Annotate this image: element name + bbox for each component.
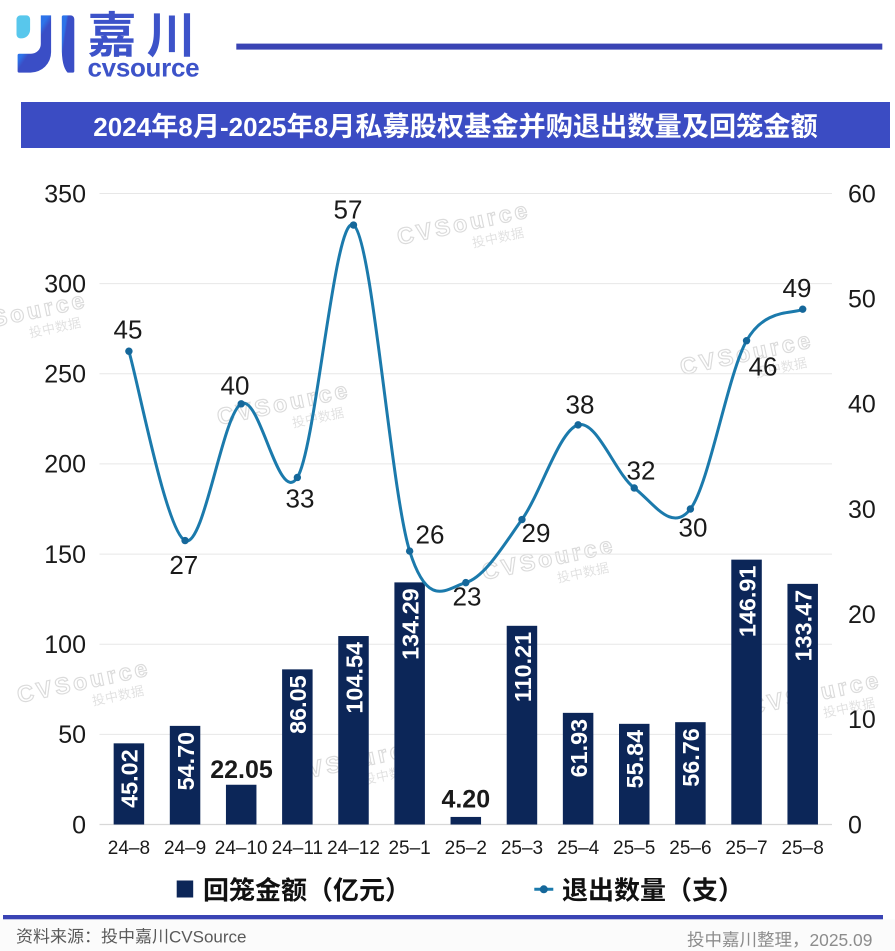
svg-text:54.70: 54.70 <box>173 732 199 791</box>
svg-text:10: 10 <box>848 706 876 734</box>
svg-text:46: 46 <box>749 351 778 381</box>
svg-text:104.54: 104.54 <box>341 642 367 714</box>
svg-text:25–7: 25–7 <box>725 838 767 859</box>
svg-text:24–9: 24–9 <box>164 838 206 859</box>
svg-text:24–8: 24–8 <box>108 838 150 859</box>
svg-text:57: 57 <box>334 194 363 224</box>
svg-text:146.91: 146.91 <box>734 566 760 638</box>
svg-text:4.20: 4.20 <box>441 786 490 814</box>
svg-text:2025.09: 2025.09 <box>810 930 873 950</box>
svg-text:25–3: 25–3 <box>501 838 543 859</box>
svg-text:CVSource: CVSource <box>169 927 246 946</box>
svg-text:33: 33 <box>286 483 315 513</box>
svg-text:-2025: -2025 <box>220 112 287 142</box>
svg-text:40: 40 <box>848 391 876 419</box>
svg-text:8: 8 <box>314 112 328 142</box>
svg-text:49: 49 <box>783 273 812 303</box>
svg-text:45: 45 <box>114 314 143 344</box>
svg-text:cvsource: cvsource <box>88 53 200 83</box>
svg-text:20: 20 <box>848 601 876 629</box>
svg-text:29: 29 <box>522 518 551 548</box>
svg-text:8: 8 <box>178 112 192 142</box>
svg-text:150: 150 <box>44 541 86 569</box>
svg-text:200: 200 <box>44 451 86 479</box>
svg-text:250: 250 <box>44 361 86 389</box>
svg-text:38: 38 <box>566 389 595 419</box>
svg-text:86.05: 86.05 <box>285 675 311 734</box>
svg-text:110.21: 110.21 <box>510 632 536 702</box>
svg-text:25–1: 25–1 <box>388 838 430 859</box>
svg-text:25–4: 25–4 <box>557 838 600 859</box>
svg-text:24–11: 24–11 <box>272 838 323 859</box>
svg-text:134.29: 134.29 <box>397 588 423 660</box>
svg-text:2024: 2024 <box>93 112 151 142</box>
svg-text:30: 30 <box>679 512 708 542</box>
svg-text:26: 26 <box>416 519 445 549</box>
svg-text:25–8: 25–8 <box>782 838 824 859</box>
svg-text:25–2: 25–2 <box>445 838 487 859</box>
svg-text:27: 27 <box>169 550 198 580</box>
svg-text:100: 100 <box>44 631 86 659</box>
svg-text:23: 23 <box>453 581 482 611</box>
svg-text:300: 300 <box>44 270 86 298</box>
svg-text:50: 50 <box>848 286 876 314</box>
svg-text:61.93: 61.93 <box>566 719 592 778</box>
svg-text:0: 0 <box>848 811 862 839</box>
svg-text:50: 50 <box>58 721 86 749</box>
svg-text:133.47: 133.47 <box>791 590 817 662</box>
svg-text:45.02: 45.02 <box>117 749 143 808</box>
svg-text:56.76: 56.76 <box>678 728 704 787</box>
svg-text:24–12: 24–12 <box>327 838 380 859</box>
svg-text:24–10: 24–10 <box>215 838 268 859</box>
svg-text:40: 40 <box>221 370 250 400</box>
svg-text:30: 30 <box>848 496 876 524</box>
svg-text:55.84: 55.84 <box>622 730 648 789</box>
svg-text:0: 0 <box>72 811 86 839</box>
svg-text:32: 32 <box>627 455 656 485</box>
svg-text:25–5: 25–5 <box>613 838 655 859</box>
svg-text:60: 60 <box>848 180 876 208</box>
svg-text:22.05: 22.05 <box>210 756 273 784</box>
svg-text:350: 350 <box>44 180 86 208</box>
svg-text:25–6: 25–6 <box>669 838 711 859</box>
